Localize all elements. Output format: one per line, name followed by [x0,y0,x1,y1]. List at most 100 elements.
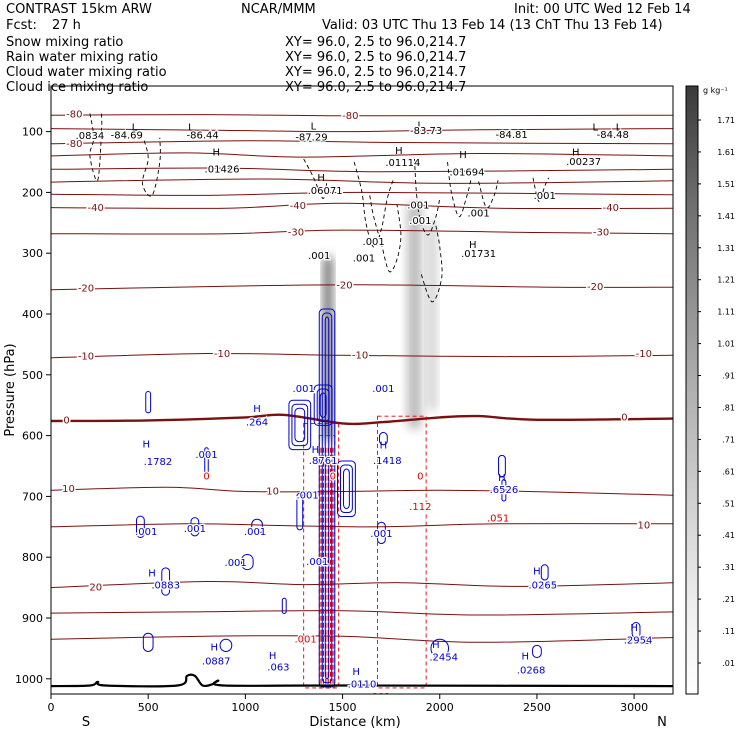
isotherm-label-20: 20 [89,583,102,594]
isotherm-line-14 [51,580,673,589]
high-marker-16: H [498,473,506,484]
model-title: CONTRAST 15km ARW [6,2,152,17]
value-label-17: .001 [308,251,330,262]
cloud-ice-contour-9 [419,225,443,303]
colorbar [685,85,699,695]
isotherm-label-2: -80 [66,139,82,150]
isotherm-line-0 [51,114,673,117]
cloud-water-core-3-2 [313,384,333,426]
center-name: NCAR/MMM [241,2,316,17]
value-label-30: .001 [184,524,206,535]
isotherm-line-7 [51,202,673,210]
isotherm-line-4 [51,167,673,173]
y-tick-label-6: 700 [22,490,43,503]
value-label-10: .00237 [566,157,601,168]
value-label-41: .0268 [517,666,546,677]
value-label-43: .001 [368,692,390,703]
isotherm-label-5: -40 [603,203,619,214]
value-label-39: .063 [267,663,289,674]
value-label-49: 0 [417,472,423,483]
isotherm-line-3 [51,152,673,158]
value-label-33: .001 [225,558,247,569]
cloud-water-contour-3 [190,517,200,537]
value-label-7: .01426 [205,165,240,176]
field-cloudwater-xy: XY= 96.0, 2.5 to 96.0,214.7 [285,65,466,80]
cloud-water-contour-2 [136,515,145,538]
isotherm-line-1 [51,128,673,133]
value-label-8: .01114 [385,158,420,169]
isotherm-label-0: -80 [66,110,82,121]
terrain-layer [51,673,673,688]
snow-plume-1 [407,201,422,430]
contour-labels-layer: -80 -80 -80 -40 -40 -40 -30 -30 -20 -20 -20 -10 -10 -… [61,108,654,703]
cloud-water-core-1-1 [340,464,353,514]
colorbar-label-8: .91 [722,372,735,381]
low-marker-5: L [616,123,622,134]
value-label-24: .001 [195,450,217,461]
isotherm-label-1: -80 [342,111,358,122]
isotherm-label-4: -40 [290,201,306,212]
x-tick-label-2: 1000 [231,701,259,714]
isotherm-label-14: -10 [636,349,652,360]
cloud-water-contour-9 [540,564,549,581]
colorbar-label-5: 1.21 [717,276,735,285]
cloud-water-contour-11 [430,638,449,659]
isotherm-label-9: -20 [336,280,352,291]
value-label-4: -84.81 [496,130,528,141]
x-tick-label-4: 2000 [426,701,454,714]
value-label-38: .0887 [202,657,231,668]
value-label-37: .2954 [624,635,653,646]
value-label-48: 0 [330,472,336,483]
value-label-3: -83.73 [410,126,442,137]
field-rain-name: Rain water mixing ratio [6,50,158,65]
cloud-water-contour-layer [136,308,641,688]
cloud-ice-contour-8 [414,158,441,236]
value-label-11: .06071 [308,186,343,197]
high-marker-20: H [269,651,277,662]
high-marker-13: H [142,440,150,451]
high-marker-14: H [312,445,320,456]
x-tick-label-6: 3000 [620,701,648,714]
isotherm-line-15 [51,610,673,616]
field-cloudwater-name: Cloud water mixing ratio [6,65,167,80]
field-cloudice-name: Cloud ice mixing ratio [6,80,148,95]
high-marker-18: H [533,567,541,578]
high-marker-21: H [432,640,440,651]
y-tick-label-4: 500 [22,369,43,382]
colorbar-label-16: .11 [722,627,735,636]
cloud-water-core-2-0 [294,407,306,443]
high-marker-7: H [395,146,403,157]
cloud-water-contour-8 [501,479,507,502]
y-axis-title: Pressure (hPa) [3,343,18,436]
isotherm-line-12 [51,486,673,496]
isotherm-label-18: 10 [266,487,279,498]
colorbar-label-10: .71 [722,435,735,444]
high-marker-22: H [522,652,530,663]
y-tick-label-7: 800 [22,551,43,564]
value-label-34: .001 [306,557,328,568]
value-label-31: .001 [244,527,266,538]
cloud-water-core-0-2 [318,308,336,688]
cloud-water-contour-4 [251,518,263,535]
low-marker-0: L [132,123,138,134]
cloud-ice-contour-2 [303,158,328,199]
x-tick-label-0: 0 [48,701,55,714]
cloud-water-contour-7 [498,454,506,478]
value-label-26: .1418 [373,456,402,467]
cloud-ice-contour-7 [532,177,550,202]
value-label-42: .0110 [348,680,377,691]
rain-contour-1 [377,415,427,689]
isotherm-label-7: -30 [593,228,609,239]
value-label-46: .051 [487,514,509,525]
x-tick-label-3: 1500 [329,701,357,714]
north-label: N [657,715,667,730]
high-marker-6: H [212,148,220,159]
isotherm-label-3: -40 [88,203,104,214]
high-marker-12: H [253,404,261,415]
terrain-line [51,673,673,688]
cloud-water-contour-16 [377,521,386,545]
forecast-value: 27 h [52,18,81,33]
low-marker-4: L [592,123,598,134]
